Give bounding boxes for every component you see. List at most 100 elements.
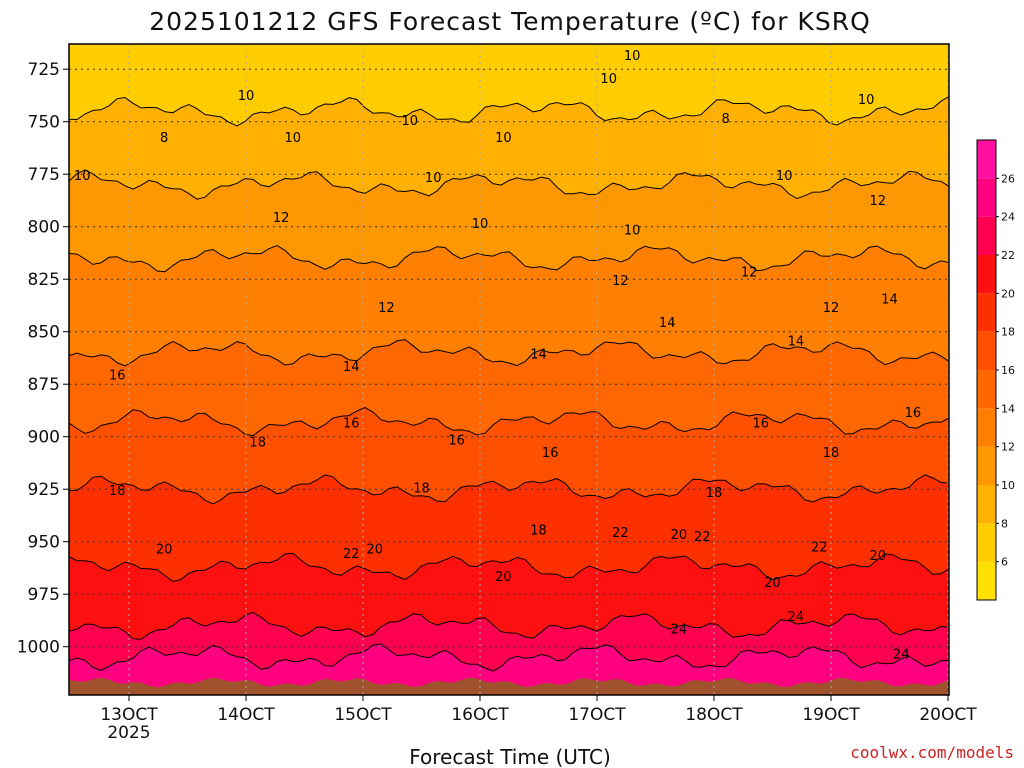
x-tick-label: 20OCT — [919, 705, 977, 725]
contour-label: 14 — [659, 316, 676, 331]
terrain-band — [69, 677, 949, 695]
contour-label: 10 — [624, 223, 641, 238]
y-tick-label: 875 — [28, 375, 60, 395]
contour-22 — [69, 611, 949, 640]
colorbar-swatch — [977, 140, 996, 179]
colorbar-swatch — [977, 523, 996, 562]
contour-label: 16 — [905, 406, 922, 421]
chart-title: 2025101212 GFS Forecast Temperature (ºC)… — [149, 7, 871, 36]
y-tick-label: 750 — [28, 113, 60, 133]
contour-label: 18 — [413, 482, 430, 497]
y-tick-label: 825 — [28, 270, 60, 290]
contour-label: 8 — [722, 112, 730, 127]
contour-label: 16 — [109, 368, 126, 383]
colorbar-swatch — [977, 370, 996, 409]
contour-label: 22 — [811, 541, 828, 556]
colorbar-swatch — [977, 255, 996, 294]
contour-label: 16 — [343, 417, 360, 432]
contour-label: 10 — [425, 171, 442, 186]
colorbar-label: 10 — [1001, 479, 1015, 492]
colorbar-label: 18 — [1001, 326, 1015, 339]
contour-label: 22 — [343, 547, 360, 562]
colorbar: 6 8 10 12 14 16 18 20 22 24 26 — [976, 139, 1015, 601]
contour-8 — [69, 95, 949, 127]
x-axis-year: 2025 — [107, 723, 150, 743]
contour-label: 18 — [249, 436, 266, 451]
contour-label: 12 — [612, 274, 629, 289]
colorbar-label: 12 — [1001, 441, 1015, 454]
colorbar-label: 24 — [1001, 211, 1015, 224]
x-tick-label: 15OCT — [334, 705, 392, 725]
contour-label: 22 — [694, 530, 711, 545]
contour-label: 10 — [238, 89, 255, 104]
contour-label: 12 — [378, 301, 395, 316]
y-tick-label: 1000 — [17, 638, 60, 658]
contour-label: 14 — [788, 335, 805, 350]
contour-12 — [69, 244, 949, 273]
contour-lines — [69, 95, 949, 672]
contour-label: 20 — [366, 543, 383, 558]
contour-label: 10 — [495, 131, 512, 146]
contour-label: 24 — [671, 622, 688, 637]
contour-label: 10 — [624, 49, 641, 64]
colorbar-swatch — [977, 485, 996, 524]
contour-label: 24 — [788, 610, 805, 625]
y-axis-ticks: 725 750 775 800 825 850 875 900 925 950 975 1000 — [17, 60, 69, 658]
colorbar-swatch — [977, 408, 996, 447]
contour-16 — [69, 407, 949, 437]
contour-label: 20 — [671, 528, 688, 543]
y-tick-label: 800 — [28, 218, 60, 238]
x-tick-label: 18OCT — [685, 705, 743, 725]
contour-label: 16 — [448, 433, 465, 448]
contour-label: 10 — [74, 169, 91, 184]
contour-label: 14 — [530, 347, 547, 362]
colorbar-swatch — [977, 216, 996, 255]
contour-label: 12 — [273, 211, 290, 226]
colorbar-label: 8 — [1001, 517, 1008, 530]
contour-label: 18 — [530, 524, 547, 539]
contour-label: 12 — [870, 194, 887, 209]
contour-10 — [69, 169, 949, 200]
contour-20 — [69, 552, 949, 583]
x-axis-ticks: 13OCT 14OCT 15OCT 16OCT 17OCT 18OCT 19OCT 20OCT — [100, 695, 977, 725]
temperature-bands — [69, 44, 949, 695]
y-tick-label: 925 — [28, 480, 60, 500]
colorbar-label: 20 — [1001, 287, 1015, 300]
y-tick-label: 950 — [28, 533, 60, 553]
contour-label: 10 — [858, 93, 875, 108]
contour-label: 10 — [776, 169, 793, 184]
contour-label: 10 — [600, 72, 617, 87]
y-tick-label: 775 — [28, 165, 60, 185]
contour-label: 14 — [881, 293, 898, 308]
contour-label: 24 — [893, 648, 910, 663]
colorbar-label: 16 — [1001, 364, 1015, 377]
contour-label: 16 — [753, 417, 770, 432]
contour-label: 20 — [495, 570, 512, 585]
colorbar-swatch — [977, 446, 996, 485]
contour-label: 12 — [741, 265, 758, 280]
x-tick-label: 13OCT — [100, 705, 158, 725]
contour-18 — [69, 474, 949, 505]
x-tick-label: 14OCT — [217, 705, 275, 725]
colorbar-label: 26 — [1001, 172, 1015, 185]
colorbar-label: 14 — [1001, 402, 1015, 415]
y-tick-label: 725 — [28, 60, 60, 80]
credit-text: coolwx.com/models — [850, 743, 1014, 762]
contour-label: 20 — [764, 576, 781, 591]
y-tick-label: 975 — [28, 585, 60, 605]
x-tick-label: 19OCT — [802, 705, 860, 725]
contour-label: 8 — [160, 131, 168, 146]
colorbar-label: 22 — [1001, 249, 1015, 262]
x-axis-label: Forecast Time (UTC) — [409, 745, 611, 768]
contour-label: 14 — [343, 360, 360, 375]
plot-frame — [68, 43, 950, 696]
contour-label: 10 — [402, 114, 419, 129]
colorbar-label: 6 — [1001, 556, 1008, 569]
contour-14 — [69, 339, 949, 367]
x-tick-label: 17OCT — [568, 705, 626, 725]
contour-label: 10 — [285, 131, 302, 146]
colorbar-swatch — [977, 561, 996, 600]
contour-label: 22 — [612, 526, 629, 541]
colorbar-swatch — [977, 293, 996, 332]
